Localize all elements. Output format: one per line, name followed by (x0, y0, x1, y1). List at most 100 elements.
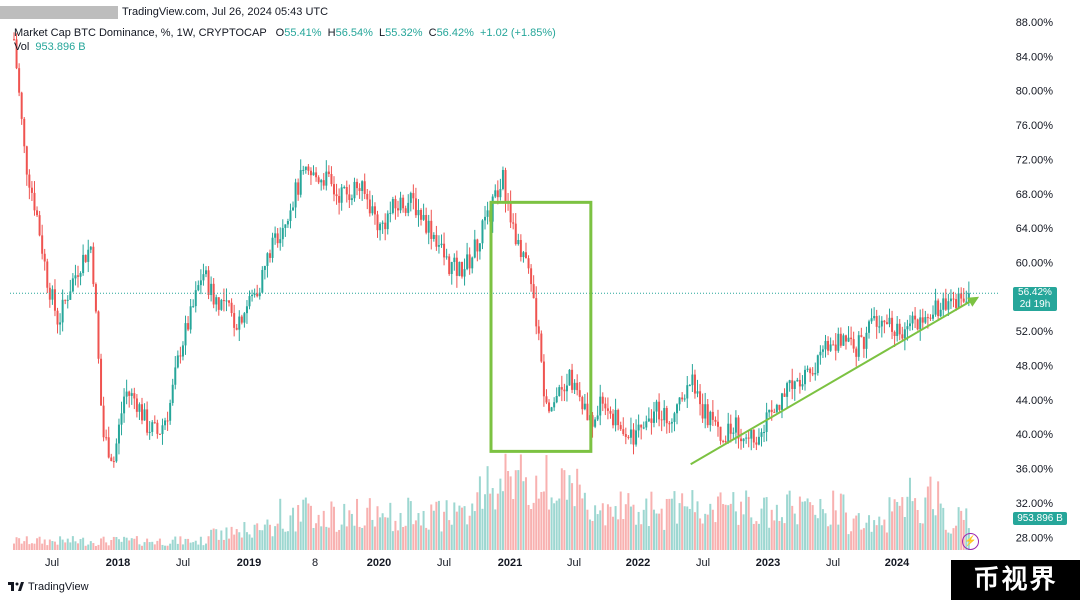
volume-bar (906, 496, 909, 550)
lightning-icon[interactable]: ⚡ (962, 533, 979, 550)
volume-bar (491, 488, 494, 550)
volume-bar (373, 526, 376, 550)
volume-bar (317, 514, 320, 550)
volume-bar (248, 534, 251, 550)
volume-bar (217, 539, 220, 550)
candle-body (701, 404, 704, 419)
candle-body (20, 92, 23, 119)
candle-body (668, 423, 671, 425)
candle-body (166, 420, 169, 422)
volume-bar (82, 537, 85, 550)
volume-bar (448, 520, 451, 550)
candle-body (548, 402, 551, 412)
candle-body (852, 339, 855, 349)
candle-body (640, 424, 643, 428)
volume-bar (412, 524, 415, 550)
candle-body (494, 190, 497, 197)
volume-bar (809, 502, 812, 550)
volume-bar (253, 524, 256, 550)
volume-bar (194, 540, 197, 550)
candle-body (212, 283, 215, 305)
candle-body (952, 298, 955, 300)
volume-bar (509, 476, 512, 550)
candle-body (873, 316, 876, 319)
volume-bar (834, 510, 837, 550)
volume-bar (245, 532, 248, 550)
candle-body (857, 335, 860, 357)
volume-bar (176, 543, 179, 550)
volume-bar (284, 531, 287, 550)
candle-body (914, 315, 917, 320)
volume-bar (545, 455, 548, 550)
volume-bar (842, 494, 845, 550)
volume-bar (281, 528, 284, 550)
volume-bar (292, 507, 295, 550)
volume-bar (28, 544, 31, 550)
volume-bar (443, 511, 446, 550)
volume-bar (371, 519, 374, 550)
candle-body (194, 290, 197, 307)
candle-body (891, 317, 894, 332)
candle-body (153, 422, 156, 424)
ohlc-legend[interactable]: Market Cap BTC Dominance, %, 1W, CRYPTOC… (14, 27, 556, 39)
candle-body (512, 222, 515, 224)
candle-body (189, 306, 192, 330)
volume-bar (222, 539, 225, 550)
candle-body (686, 385, 689, 399)
candle-body (92, 246, 95, 285)
tradingview-logo[interactable]: TradingView (8, 581, 89, 593)
candle-body (947, 301, 950, 310)
candle-body (363, 181, 366, 194)
candle-body (939, 309, 942, 317)
volume-bar (422, 510, 425, 550)
volume-bar (740, 501, 743, 550)
volume-bar (765, 497, 768, 550)
volume-bar (156, 540, 159, 550)
volume-legend[interactable]: Vol 953.896 B (14, 41, 86, 53)
volume-bar (466, 524, 469, 550)
volume-bar (256, 523, 259, 550)
volume-bar (532, 502, 535, 550)
volume-bar (757, 523, 760, 550)
volume-bar (343, 503, 346, 550)
candle-body (89, 246, 92, 250)
candle-body (171, 384, 174, 403)
volume-bar (92, 543, 95, 550)
volume-bar (402, 527, 405, 550)
volume-bar (714, 522, 717, 550)
candle-body (819, 351, 822, 356)
candle-body (627, 436, 630, 438)
candle-body (637, 424, 640, 431)
candle-body (727, 423, 730, 443)
candle-body (901, 334, 904, 339)
vol-label: Vol (14, 41, 30, 53)
volume-bar (478, 476, 481, 550)
volume-bar (601, 503, 604, 550)
volume-bar (458, 505, 461, 550)
candle-body (734, 417, 737, 433)
candle-body (338, 196, 341, 203)
volume-bar (862, 528, 865, 550)
volume-bar (404, 525, 407, 550)
candle-body (496, 190, 499, 198)
volume-bar (775, 504, 778, 550)
candle-body (432, 234, 435, 239)
volume-bar (381, 513, 384, 550)
volume-bar (870, 531, 873, 550)
price-axis-label: 52.00% (1016, 326, 1054, 338)
volume-bar (361, 527, 364, 550)
candle-body (565, 385, 568, 392)
volume-bar (893, 499, 896, 550)
price-axis: 88.00% 84.00% 80.00% 76.00% 72.00% 68.00% 64.0… (1016, 17, 1054, 544)
volume-bar (824, 513, 827, 550)
volume-bars (13, 453, 970, 550)
candle-body (532, 284, 535, 299)
candle-body (348, 194, 351, 200)
volume-bar (356, 498, 359, 550)
volume-bar (604, 525, 607, 550)
volume-bar (61, 539, 64, 550)
candle-body (56, 310, 59, 325)
volume-bar (204, 543, 207, 550)
volume-bar (696, 501, 699, 550)
